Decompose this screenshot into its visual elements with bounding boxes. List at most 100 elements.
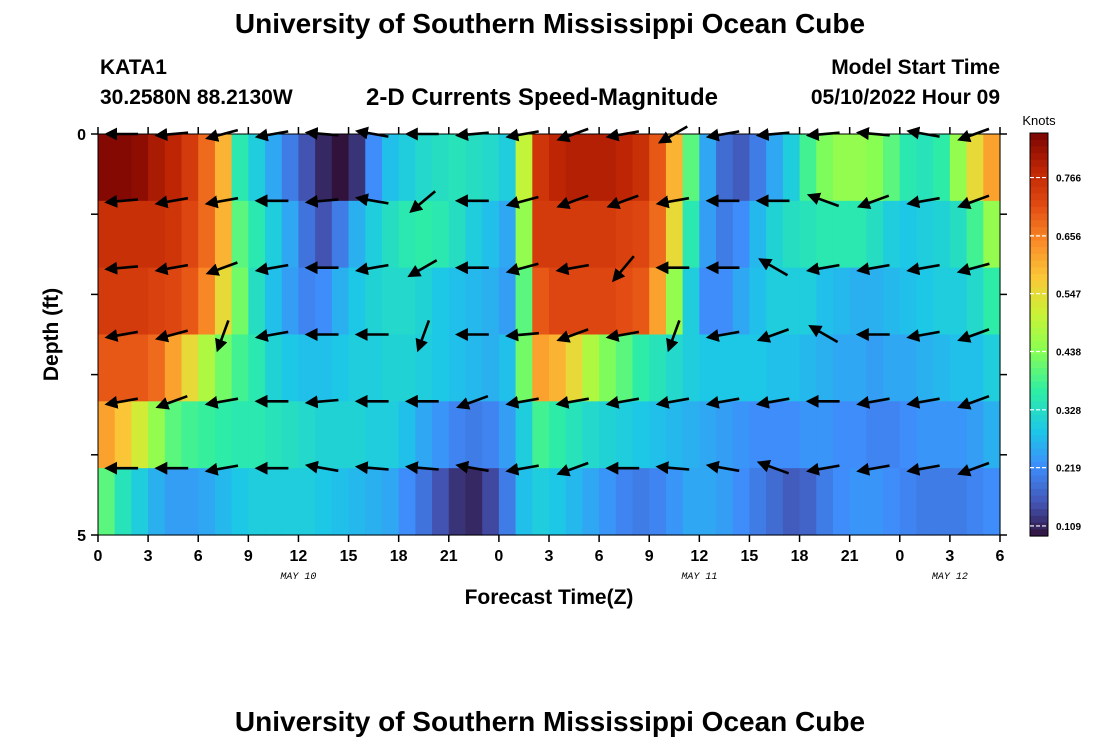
- heat-cell: [181, 267, 199, 336]
- current-arrow: [155, 394, 188, 410]
- colorbar-segment: [1030, 153, 1048, 161]
- colorbar-tick-label: 0.438: [1056, 347, 1081, 358]
- heat-cell: [248, 267, 266, 336]
- heat-cell: [832, 334, 851, 402]
- y-tick-label: 0: [77, 127, 86, 144]
- current-arrow: [705, 329, 740, 342]
- heat-cell: [432, 401, 450, 469]
- heat-cell: [315, 334, 333, 402]
- heat-cell: [682, 200, 700, 269]
- colorbar-tick-label: 0.656: [1056, 232, 1081, 243]
- heat-cell: [131, 134, 149, 202]
- heat-cell: [131, 468, 149, 536]
- heat-cell: [164, 334, 183, 402]
- colorbar-segment: [1030, 280, 1048, 289]
- date-label: MAY 11: [681, 572, 717, 583]
- heat-cell: [649, 134, 667, 202]
- current-arrow: [354, 461, 389, 475]
- heat-cell: [665, 334, 684, 402]
- heat-cell: [849, 134, 867, 202]
- x-tick-label: 15: [340, 548, 358, 565]
- heat-cell: [532, 401, 550, 469]
- heat-cell: [465, 334, 483, 402]
- current-arrow: [555, 395, 590, 409]
- heat-cell: [415, 200, 433, 269]
- heat-cell: [98, 334, 116, 402]
- heat-cell: [148, 134, 166, 202]
- current-arrow: [705, 460, 740, 474]
- heat-cell: [716, 468, 734, 536]
- heat-cell: [331, 468, 350, 536]
- heat-cell: [265, 134, 283, 202]
- heat-cell: [281, 334, 300, 402]
- heat-cell: [398, 401, 416, 469]
- colorbar-segment: [1030, 475, 1048, 483]
- current-arrow: [957, 194, 990, 209]
- current-arrow: [806, 192, 840, 208]
- heat-cell: [281, 134, 300, 202]
- heat-cell: [398, 267, 416, 336]
- colorbar-segment: [1030, 468, 1048, 477]
- colorbar-segment: [1030, 220, 1048, 228]
- heat-cell: [565, 134, 583, 202]
- current-arrows: [104, 125, 990, 477]
- date-label: MAY 12: [932, 572, 968, 583]
- heat-cell: [883, 134, 901, 202]
- heat-cell: [231, 134, 249, 202]
- current-arrow: [254, 329, 289, 342]
- heat-cell: [181, 401, 199, 469]
- heat-cell: [515, 267, 533, 336]
- heat-cell: [114, 267, 132, 336]
- colorbar-segment: [1030, 139, 1048, 148]
- heat-cell: [214, 267, 233, 336]
- heat-cell: [732, 267, 751, 336]
- colorbar-segment: [1030, 227, 1048, 235]
- heat-cell: [966, 401, 984, 469]
- current-arrow: [505, 328, 540, 342]
- heat-cell: [498, 468, 517, 536]
- heat-cell: [766, 134, 784, 202]
- heat-cell: [799, 468, 817, 536]
- y-tick-label: 5: [77, 528, 86, 545]
- colorbar-segment: [1030, 529, 1048, 537]
- heat-cell: [599, 334, 617, 402]
- heat-cell: [298, 401, 316, 469]
- current-arrow: [856, 262, 890, 276]
- heat-cell: [248, 468, 266, 536]
- current-arrow: [956, 262, 990, 276]
- heat-cell: [849, 334, 867, 402]
- heat-cell: [181, 468, 199, 536]
- current-arrow: [409, 190, 437, 214]
- colorbar-segment: [1030, 247, 1048, 255]
- colorbar-segment: [1030, 462, 1048, 470]
- current-arrow: [555, 262, 590, 276]
- current-arrow: [404, 461, 439, 475]
- heat-cell: [532, 468, 550, 536]
- heat-cell: [649, 334, 667, 402]
- heat-cell: [415, 468, 433, 536]
- current-arrow: [154, 329, 189, 343]
- heat-cell: [866, 200, 884, 269]
- heat-cell: [114, 134, 132, 202]
- heat-cell: [883, 200, 901, 269]
- current-arrow: [605, 395, 640, 409]
- heat-cell: [131, 200, 149, 269]
- heat-cell: [515, 468, 533, 536]
- model-start-value: 05/10/2022 Hour 09: [810, 86, 1000, 109]
- heat-cell: [131, 267, 149, 336]
- heat-cell: [916, 468, 934, 536]
- heat-cell: [315, 468, 333, 536]
- heat-cell: [682, 267, 700, 336]
- colorbar-segment: [1030, 314, 1048, 322]
- colorbar-segment: [1030, 240, 1048, 248]
- colorbar-segment: [1030, 341, 1048, 349]
- heat-cell: [832, 267, 851, 336]
- current-arrow: [666, 319, 681, 353]
- colorbar-segment: [1030, 166, 1048, 174]
- heat-cell: [465, 267, 483, 336]
- heat-cell: [298, 134, 316, 202]
- current-arrow: [104, 329, 139, 342]
- colorbar-segment: [1030, 233, 1048, 242]
- heat-cell: [465, 468, 483, 536]
- colorbar-segment: [1030, 260, 1048, 268]
